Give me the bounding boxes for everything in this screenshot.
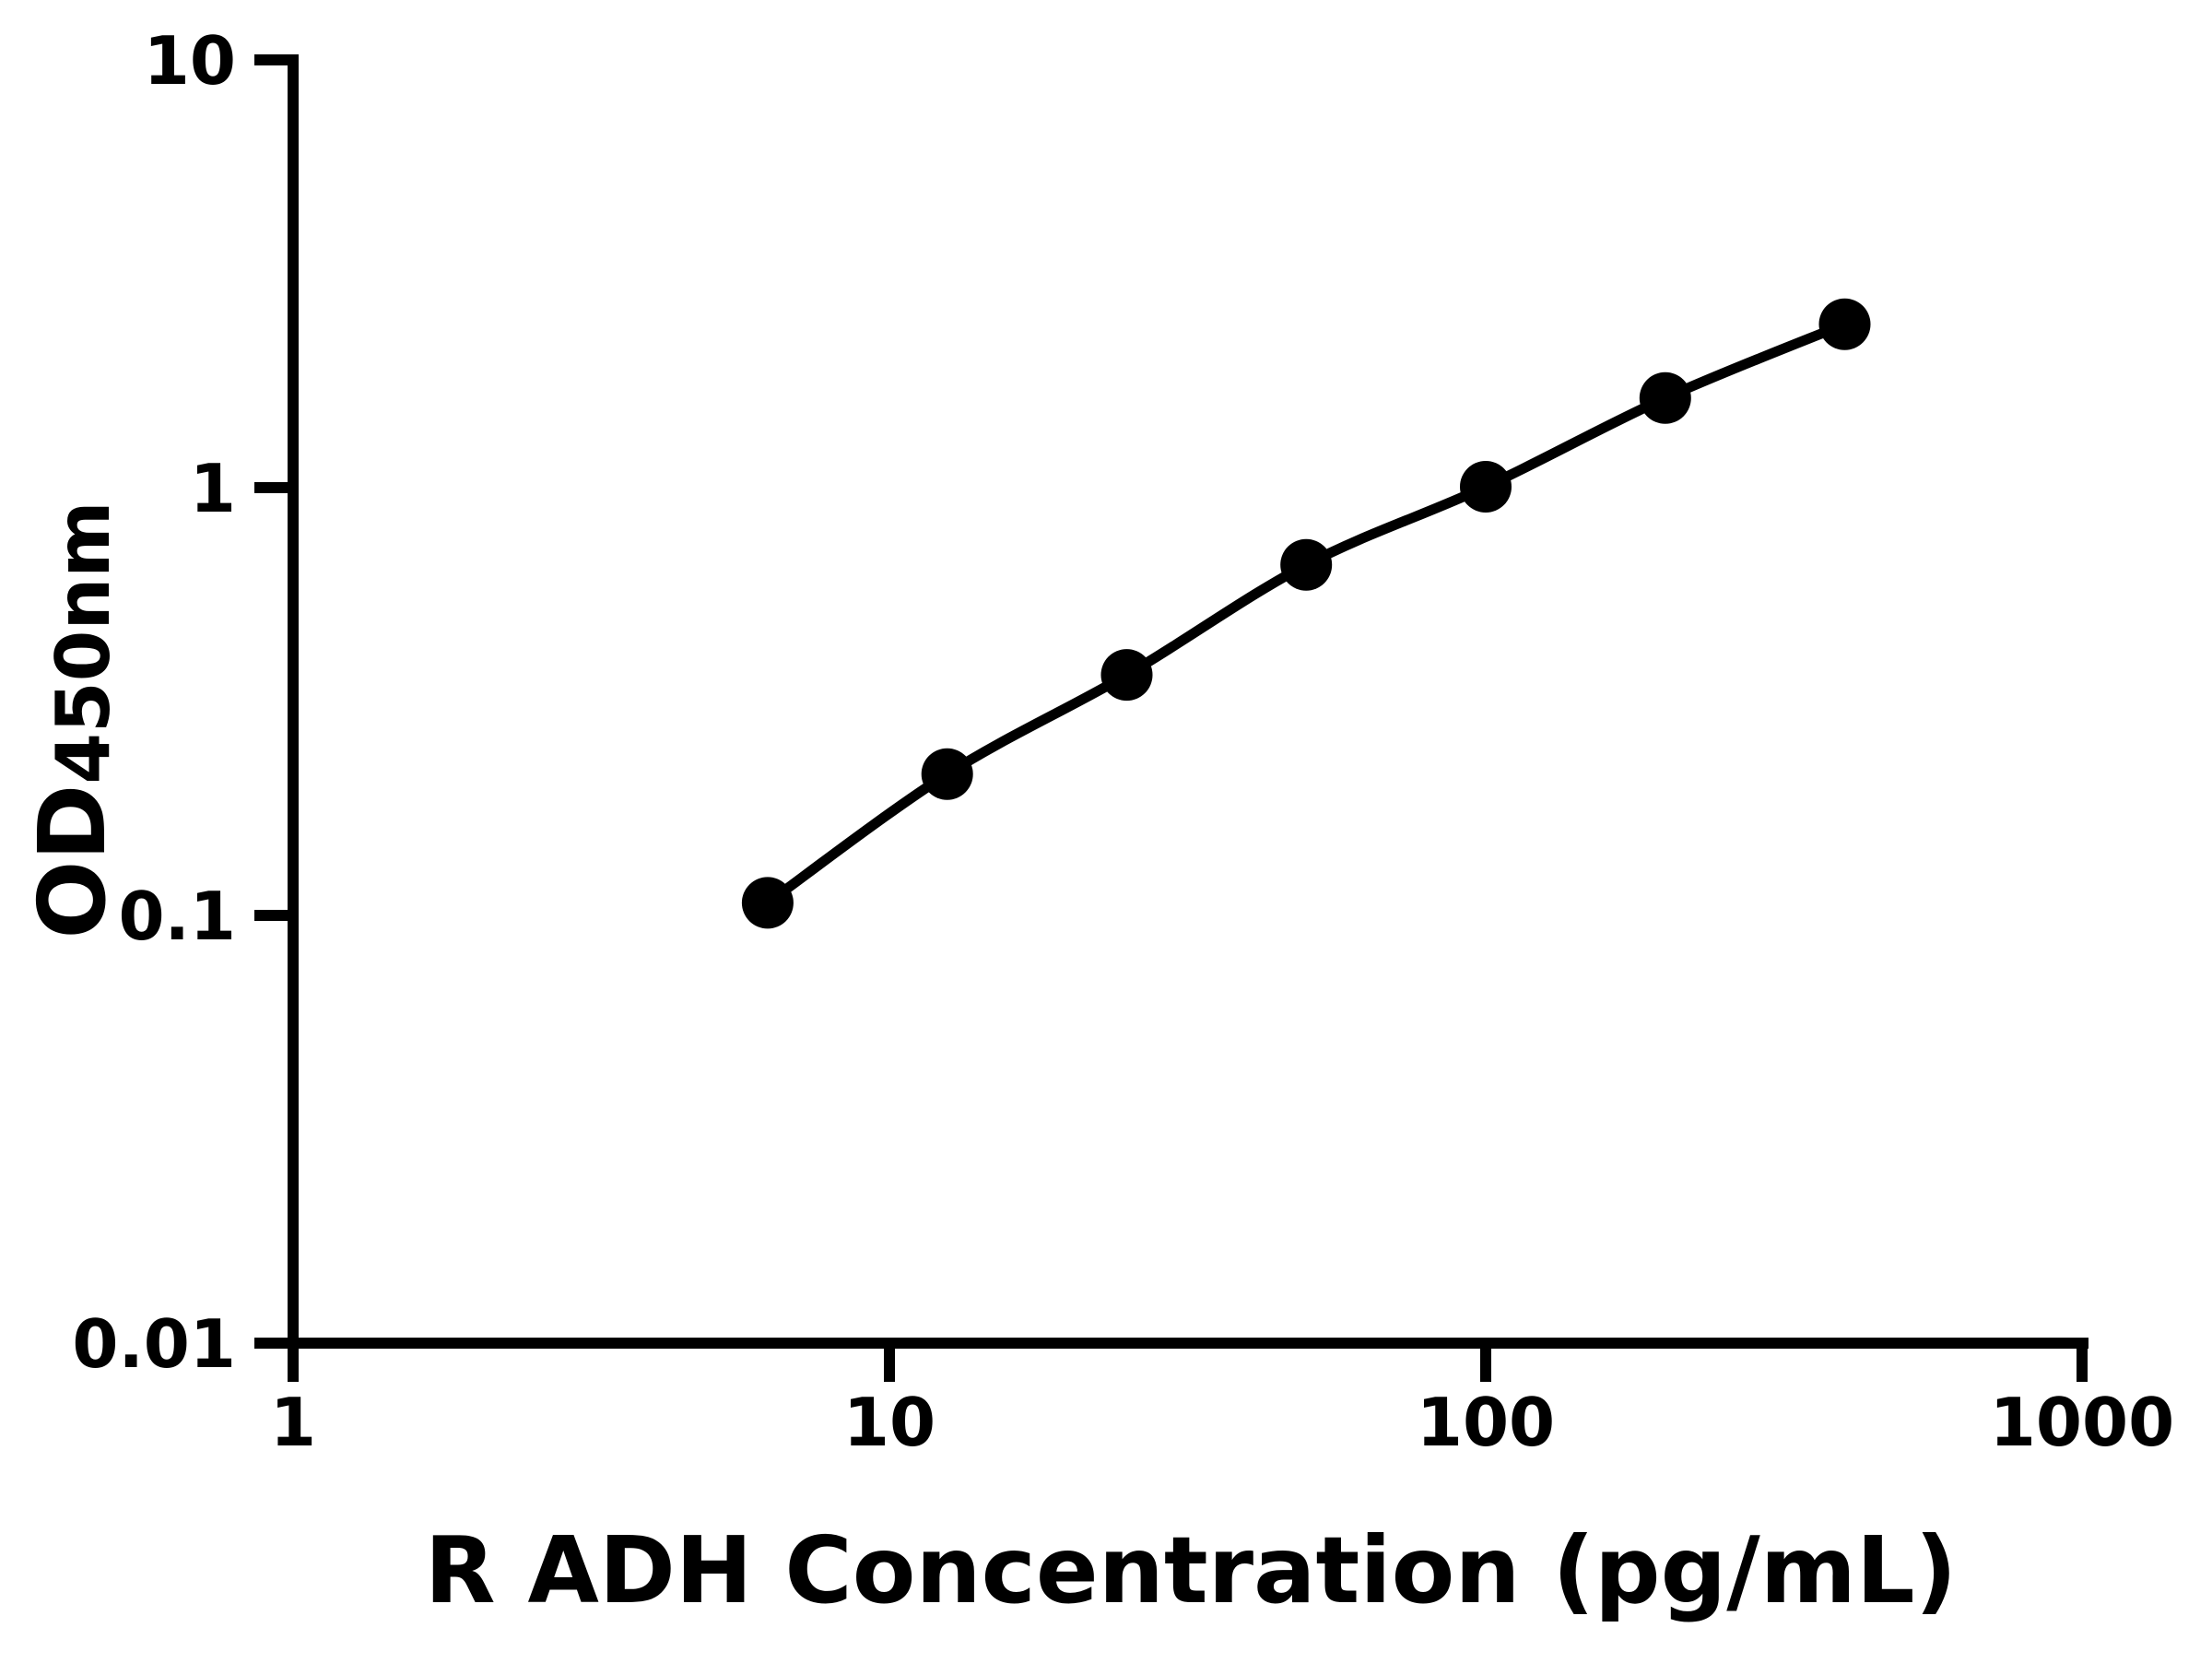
y-tick-label: 1 xyxy=(190,450,236,527)
y-tick-label: 0.1 xyxy=(118,878,236,955)
data-point xyxy=(1639,372,1691,424)
axes xyxy=(288,54,2088,1349)
x-tick-label: 100 xyxy=(1417,1384,1555,1461)
data-point xyxy=(1100,649,1153,702)
y-axis-title-sub: 450nm xyxy=(41,501,126,784)
y-tick-label: 0.01 xyxy=(72,1305,236,1383)
data-point xyxy=(1460,461,1512,513)
axis-tick-labels: 10 1 0.1 0.01 1 10 100 1000 xyxy=(72,22,2174,1461)
data-point xyxy=(1280,538,1333,591)
axis-ticks xyxy=(254,54,2088,1382)
x-axis-title: R ADH Concentration (pg/mL) xyxy=(425,1516,1958,1624)
y-axis-title: OD450nm xyxy=(18,501,126,938)
x-tick-label: 1 xyxy=(270,1384,316,1461)
data-series xyxy=(741,298,1871,929)
x-tick-label: 10 xyxy=(843,1384,935,1461)
data-point xyxy=(1818,298,1871,350)
y-axis-title-main: OD xyxy=(18,784,126,939)
data-point xyxy=(921,748,973,800)
y-tick-label: 10 xyxy=(144,22,236,100)
data-point xyxy=(741,877,794,929)
x-tick-label: 1000 xyxy=(1990,1384,2174,1461)
